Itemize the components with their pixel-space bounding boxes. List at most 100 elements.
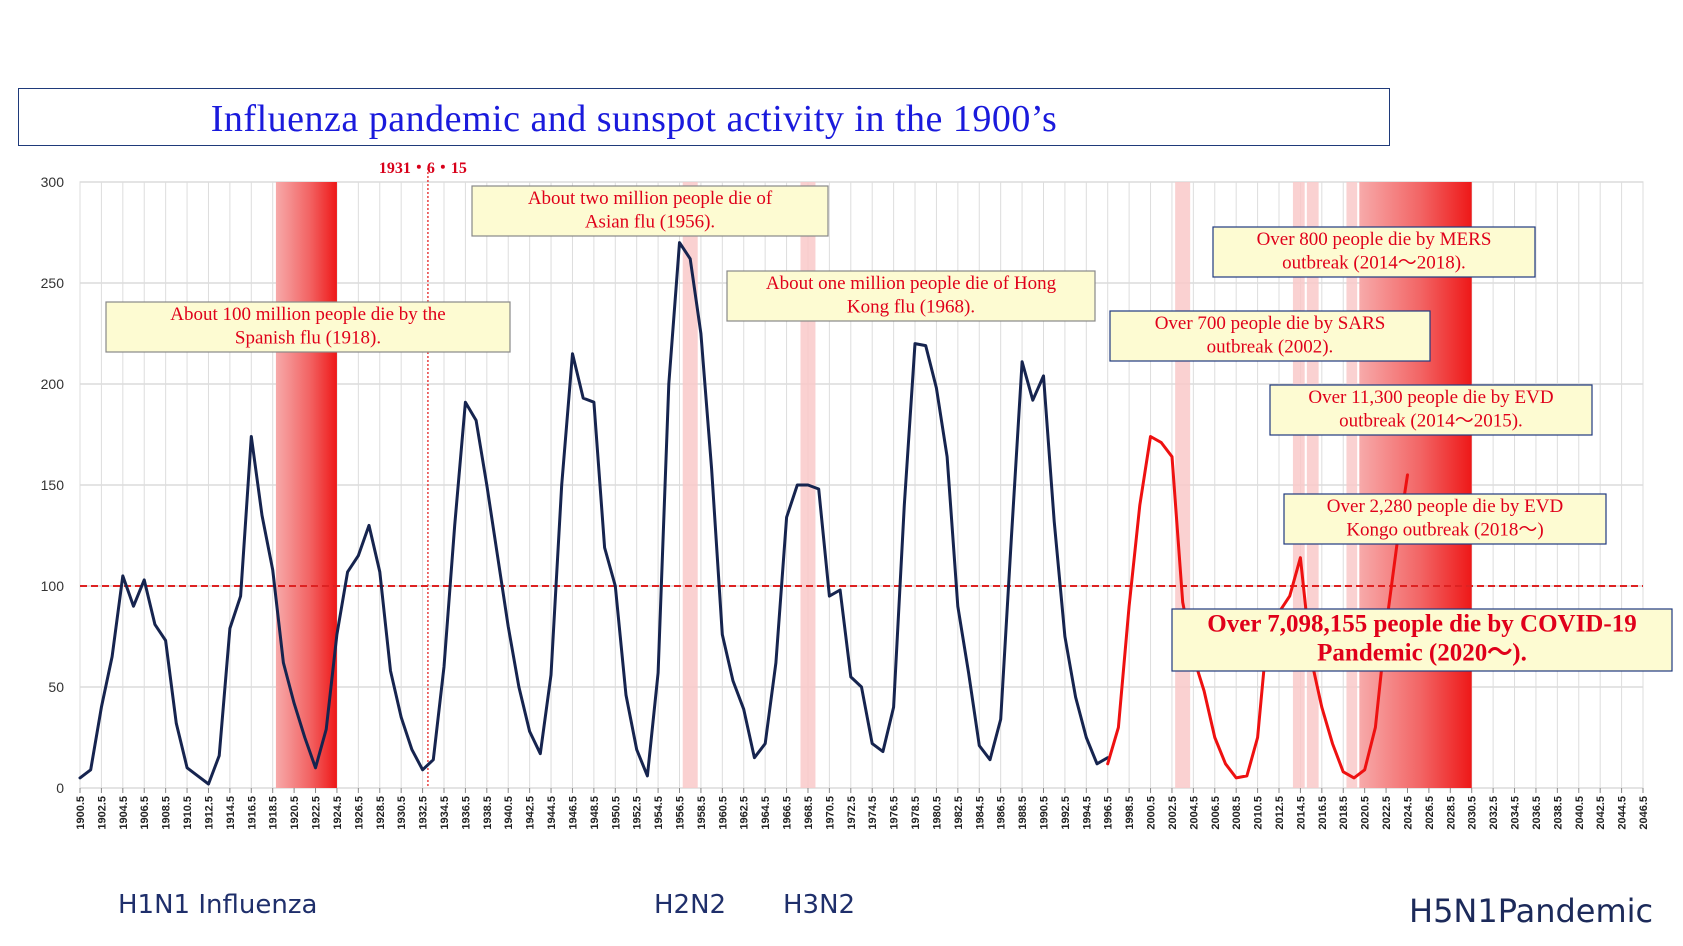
x-tick-label: 1910.5 [182, 796, 194, 830]
x-tick-label: 1956.5 [675, 796, 687, 830]
x-tick-label: 1988.5 [1017, 796, 1029, 830]
x-tick-label: 1986.5 [996, 796, 1008, 830]
x-tick-label: 2012.5 [1274, 796, 1286, 830]
x-tick-label: 2018.5 [1338, 796, 1350, 830]
annotation-text-covid: Over 7,098,155 people die by COVID-19 [1207, 610, 1636, 637]
strain-label-h3n2: H3N2 [783, 890, 856, 920]
x-tick-label: 2044.5 [1617, 796, 1629, 830]
x-tick-label: 1908.5 [161, 796, 173, 830]
annotation-box-evd2014 [1269, 384, 1593, 436]
y-tick-label: 200 [41, 376, 65, 392]
x-tick-label: 1946.5 [567, 796, 579, 830]
x-tick-label: 1938.5 [482, 796, 494, 830]
y-tick-label: 0 [56, 780, 64, 796]
x-tick-label: 1958.5 [696, 796, 708, 830]
x-tick-label: 2000.5 [1146, 796, 1158, 830]
x-tick-label: 2016.5 [1317, 796, 1329, 830]
x-tick-label: 1970.5 [824, 796, 836, 830]
x-tick-label: 2004.5 [1188, 796, 1200, 830]
annotation-box-sars [1109, 310, 1431, 362]
series-line [78, 241, 1110, 786]
x-tick-label: 1900.5 [75, 796, 87, 830]
annotation-text-mers: Over 800 people die by MERS [1257, 229, 1492, 250]
x-tick-label: 2022.5 [1381, 796, 1393, 830]
annotation-text-evd2018: Over 2,280 people die by EVD [1327, 496, 1563, 517]
chart-title-box: Influenza pandemic and sunspot activity … [18, 88, 1390, 146]
x-tick-label: 1960.5 [717, 796, 729, 830]
strain-label-h2n2: H2N2 [654, 890, 727, 920]
annotation-text-evd2014: outbreak (2014〜2015). [1339, 410, 1523, 431]
x-tick-label: 1964.5 [760, 796, 772, 830]
x-tick-label: 1994.5 [1081, 796, 1093, 830]
x-tick-label: 1926.5 [353, 796, 365, 830]
x-tick-label: 1916.5 [246, 796, 258, 830]
x-tick-label: 1990.5 [1038, 796, 1050, 830]
x-tick-label: 1904.5 [118, 796, 130, 830]
x-tick-label: 1978.5 [910, 796, 922, 830]
annotation-box-hongkong [726, 270, 1096, 322]
x-tick-label: 2024.5 [1402, 796, 1414, 830]
y-tick-label: 250 [41, 275, 65, 291]
x-tick-label: 1982.5 [953, 796, 965, 830]
chart-title: Influenza pandemic and sunspot activity … [210, 98, 1058, 140]
x-tick-label: 1948.5 [589, 796, 601, 830]
x-tick-label: 1940.5 [503, 796, 515, 830]
annotation-box-asian [471, 185, 829, 237]
x-tick-label: 1936.5 [460, 796, 472, 830]
y-tick-label: 150 [41, 477, 65, 493]
annotation-text-sars: outbreak (2002). [1207, 336, 1334, 357]
annotation-text-hongkong: Kong flu (1968). [847, 296, 975, 317]
x-tick-label: 1944.5 [546, 796, 558, 830]
x-tick-label: 1924.5 [332, 796, 344, 830]
series-line [1106, 435, 1409, 780]
x-tick-label: 2036.5 [1531, 796, 1543, 830]
x-tick-label: 2032.5 [1488, 796, 1500, 830]
x-tick-label: 2026.5 [1424, 796, 1436, 830]
shaded-band [1346, 182, 1358, 788]
x-tick-label: 1942.5 [525, 796, 537, 830]
annotation-text-spanish: About 100 million people die by the [170, 304, 445, 325]
x-tick-label: 2030.5 [1467, 796, 1479, 830]
shaded-band [275, 182, 337, 788]
x-tick-label: 1902.5 [96, 796, 108, 830]
shaded-band [1359, 182, 1472, 788]
x-tick-label: 1968.5 [803, 796, 815, 830]
x-tick-label: 1972.5 [846, 796, 858, 830]
shaded-band [1175, 182, 1191, 788]
x-tick-label: 1976.5 [889, 796, 901, 830]
annotation-text-asian: Asian flu (1956). [585, 211, 715, 232]
x-tick-label: 2014.5 [1295, 796, 1307, 830]
strain-label-h5n1: H5N1Pandemic [1409, 892, 1654, 930]
annotation-box-mers [1212, 226, 1536, 278]
x-tick-label: 1918.5 [268, 796, 280, 830]
x-tick-label: 1952.5 [632, 796, 644, 830]
annotation-box-covid [1171, 608, 1673, 672]
x-tick-label: 1998.5 [1124, 796, 1136, 830]
x-tick-label: 1980.5 [931, 796, 943, 830]
x-tick-label: 2002.5 [1167, 796, 1179, 830]
x-tick-label: 1920.5 [289, 796, 301, 830]
annotation-text-hongkong: About one million people die of Hong [766, 273, 1057, 294]
x-tick-label: 1992.5 [1060, 796, 1072, 830]
chart-svg: 0 50 100 150 200 250 300 1900.5 1902.5 1904.5 1906… [41, 160, 1673, 830]
annotation-text-asian: About two million people die of [528, 188, 773, 209]
x-tick-label: 1922.5 [311, 796, 323, 830]
annotation-text-spanish: Spanish flu (1918). [235, 327, 381, 348]
x-tick-label: 1954.5 [653, 796, 665, 830]
annotation-text-evd2014: Over 11,300 people die by EVD [1308, 387, 1553, 408]
shaded-band [682, 182, 698, 788]
x-tick-label: 2010.5 [1253, 796, 1265, 830]
y-tick-label: 300 [41, 174, 65, 190]
x-tick-label: 1950.5 [610, 796, 622, 830]
x-tick-label: 1974.5 [867, 796, 879, 830]
x-tick-label: 1932.5 [418, 796, 430, 830]
x-tick-label: 2042.5 [1595, 796, 1607, 830]
x-tick-label: 2038.5 [1552, 796, 1564, 830]
x-tick-label: 1984.5 [974, 796, 986, 830]
x-tick-label: 1962.5 [739, 796, 751, 830]
x-tick-label: 2028.5 [1445, 796, 1457, 830]
x-tick-label: 1996.5 [1103, 796, 1115, 830]
strain-label-h1n1: H1N1 Influenza [118, 890, 318, 920]
x-tick-label: 2006.5 [1210, 796, 1222, 830]
y-tick-label: 100 [41, 578, 65, 594]
